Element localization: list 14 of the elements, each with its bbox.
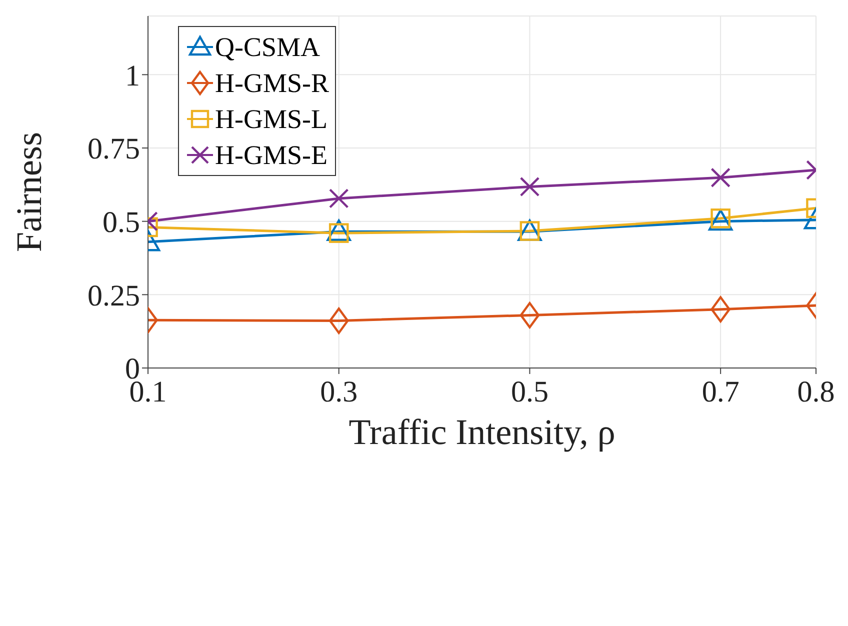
legend-label: H-GMS-E <box>215 139 328 172</box>
x-tick-label: 0.7 <box>702 375 740 408</box>
y-tick-label: 1 <box>125 59 140 92</box>
legend-label: H-GMS-L <box>215 103 328 136</box>
x-tick-label: 0.3 <box>320 375 358 408</box>
y-tick-label: 0.5 <box>102 206 140 239</box>
legend-label: H-GMS-R <box>215 67 330 100</box>
y-tick-label: 0.75 <box>88 132 140 166</box>
x-tick-label: 0.8 <box>797 375 835 408</box>
x-tick-label: 0.5 <box>510 375 548 408</box>
legend-label: Q-CSMA <box>215 31 320 64</box>
x-axis-title: Traffic Intensity, ρ <box>348 412 616 452</box>
y-tick-label: 0.25 <box>88 279 140 312</box>
y-axis-title: Fairness <box>8 132 49 252</box>
